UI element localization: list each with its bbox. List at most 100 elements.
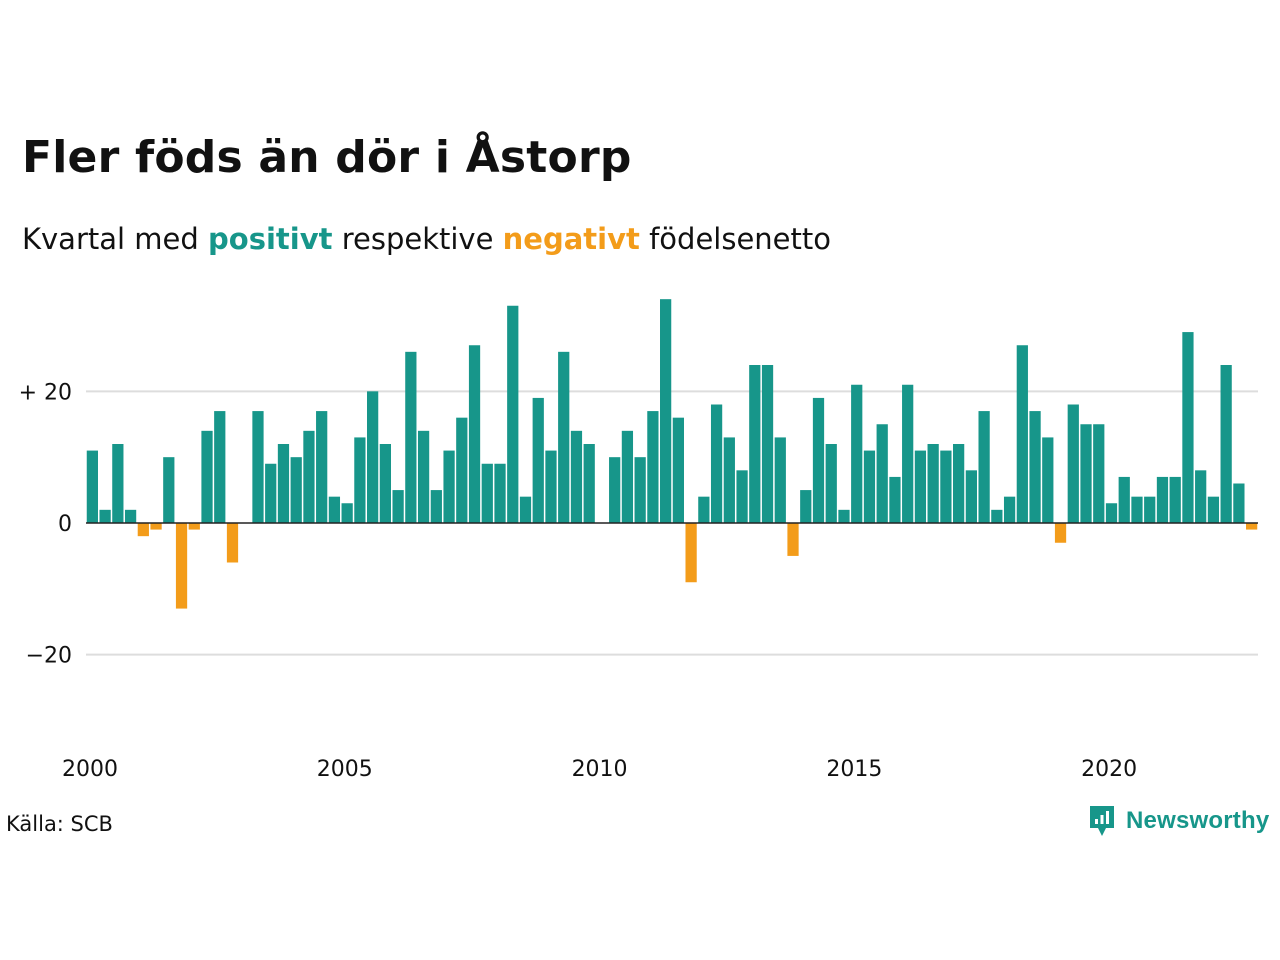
bar [214,411,226,523]
bar [316,411,328,523]
bar [417,430,430,523]
bar [124,509,137,523]
bar [532,397,544,523]
bar [86,450,98,523]
bar [341,503,353,523]
bar [137,523,149,537]
bar [1003,496,1016,523]
newsworthy-logo-icon [1090,806,1114,836]
bar [685,523,697,583]
bar [507,305,519,523]
bar [519,496,532,523]
bar [303,430,315,523]
bar [1246,523,1258,530]
bar [660,299,672,523]
bar [825,444,837,523]
bar [558,351,570,523]
bar [914,450,927,523]
bar-chart: + 20 0 −20 2000 2005 2010 2015 2020 [19,299,1258,782]
x-tick-label: 2000 [62,757,118,782]
bar [1195,470,1207,523]
subtitle-suffix: födelsenetto [649,222,831,256]
bar [621,430,634,523]
bar [647,411,659,523]
bar [494,463,506,523]
bar [710,404,723,523]
bar [965,470,977,523]
bar [1080,424,1092,523]
bar [1042,437,1054,523]
bar [749,365,761,523]
bar [863,450,876,523]
bar [1029,411,1041,523]
x-tick-label: 2020 [1081,757,1137,782]
bar [226,523,239,563]
y-tick-label: + 20 [19,380,72,405]
bar [698,496,710,523]
x-tick-label: 2005 [317,757,373,782]
bar [252,411,264,523]
subtitle-positive-word: positivt [208,222,333,256]
bar [112,444,124,523]
bar [812,397,825,523]
y-tick-label: 0 [58,512,72,537]
bar [1105,503,1118,523]
bar [277,444,290,523]
x-tick-label: 2010 [572,757,628,782]
bar [392,490,404,523]
bar [978,411,990,523]
bar [736,470,748,523]
bar [481,463,493,523]
bar [201,430,213,523]
bar [940,450,952,523]
bar [468,345,481,523]
bar [927,444,939,523]
bar [787,523,799,556]
brand-name: Newsworthy [1126,807,1270,834]
bar [1169,476,1181,523]
bar [774,437,786,523]
bar [1156,476,1169,523]
chart-title: Fler föds än dör i Åstorp [22,132,632,183]
bar [1233,483,1245,523]
bar [188,523,200,530]
bar [634,457,646,523]
bar [851,384,863,523]
bar [354,437,366,523]
bar [1054,523,1067,543]
x-tick-label: 2015 [826,757,882,782]
bar [723,437,735,523]
bar [1118,476,1130,523]
bar [838,509,850,523]
bar [1207,496,1220,523]
chart-subtitle: Kvartal med positivt respektive negativt… [22,222,831,256]
bar [405,351,417,523]
subtitle-middle: respektive [341,222,494,256]
bar [902,384,914,523]
bar [1067,404,1079,523]
subtitle-prefix: Kvartal med [22,222,199,256]
bar [1220,365,1232,523]
bar [1131,496,1143,523]
bar [800,490,812,523]
bar [99,509,111,523]
subtitle-negative-word: negativt [502,222,640,256]
bar [367,391,379,523]
bar [328,496,341,523]
bar [991,509,1003,523]
bar [379,444,391,523]
bar [953,444,965,523]
bar [456,417,468,523]
bar [430,490,442,523]
bar [583,444,595,523]
bar [889,476,901,523]
brand-logo: Newsworthy [1088,804,1269,838]
bar [1093,424,1105,523]
bar [175,523,188,609]
bar [876,424,888,523]
bar [265,463,277,523]
bar [163,457,175,523]
bar [672,417,684,523]
source-note: Källa: SCB [6,812,113,836]
bar [761,365,774,523]
